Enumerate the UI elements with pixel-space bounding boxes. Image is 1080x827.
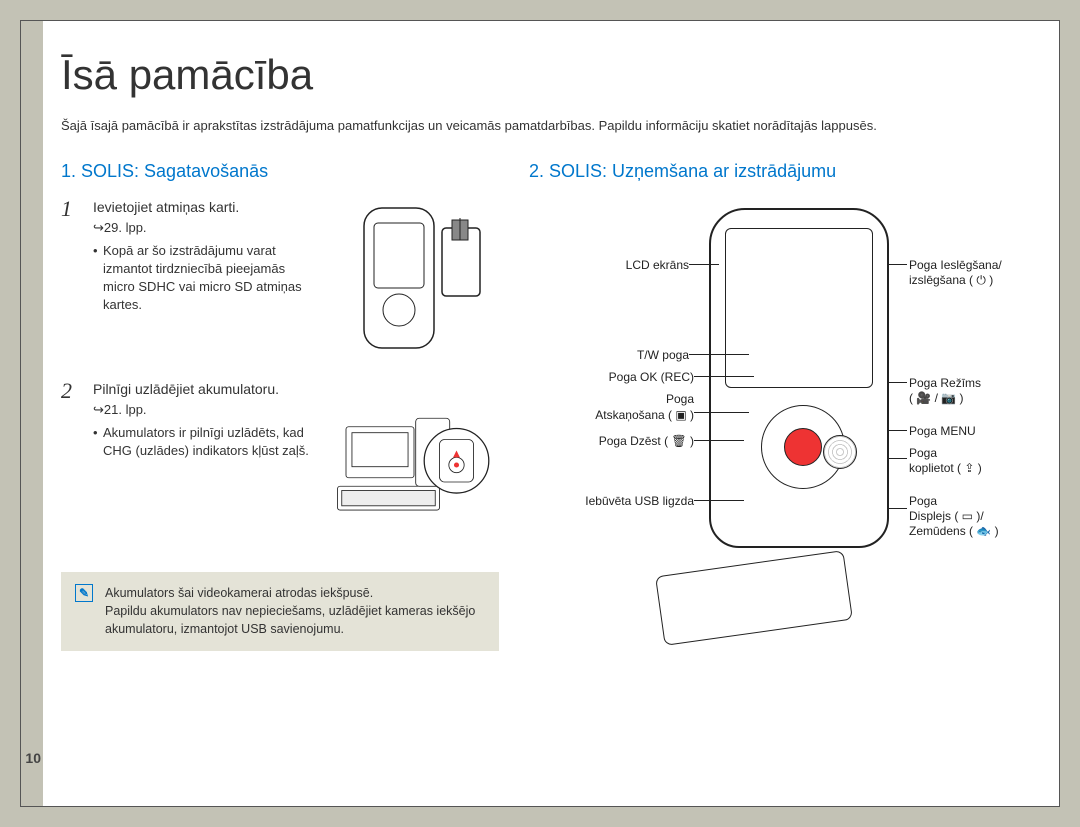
step1-item2: 2 Pilnīgi uzlādējiet akumulatoru. ↪21. l… — [61, 380, 499, 550]
leader — [694, 376, 754, 377]
leader — [694, 500, 744, 501]
step1-item1-illustration — [329, 198, 499, 358]
step1-item2-num: 2 — [61, 380, 81, 402]
step1-heading: 1. SOLIS: Sagatavošanās — [61, 161, 499, 182]
step1-item1-body: Ievietojiet atmiņas karti. ↪29. lpp. Kop… — [93, 198, 317, 314]
camera-diagram: LCD ekrāns T/W poga Poga OK (REC) Poga A… — [539, 198, 1019, 658]
label-mode: Poga Režīms ( 🎥 / 📷 ) — [909, 376, 981, 406]
page-subtitle: Šajā īsajā pamācībā ir aprakstītas izstr… — [61, 117, 1019, 135]
note-icon: ✎ — [75, 584, 93, 602]
leader — [889, 382, 907, 383]
label-power: Poga Ieslēgšana/ izslēgšana ( ⏻ ) — [909, 258, 1002, 288]
step1-item2-body: Pilnīgi uzlādējiet akumulatoru. ↪21. lpp… — [93, 380, 317, 460]
insert-card-icon — [334, 198, 494, 358]
step2-heading: 2. SOLIS: Uzņemšana ar izstrādājumu — [529, 161, 1019, 182]
leader — [889, 458, 907, 459]
step1-item1-sub: Kopā ar šo izstrādājumu varat izmantot t… — [93, 242, 317, 315]
leader — [889, 508, 907, 509]
leader — [689, 264, 719, 265]
camera-screen — [725, 228, 873, 388]
label-poga: Poga — [539, 392, 694, 407]
step1-item2-ref: ↪21. lpp. — [93, 402, 317, 418]
label-lcd: LCD ekrāns — [539, 258, 689, 273]
leader — [694, 412, 749, 413]
column-step2: 2. SOLIS: Uzņemšana ar izstrādājumu LCD … — [529, 161, 1019, 658]
label-usb: Iebūvēta USB ligzda — [539, 494, 694, 509]
notice-box: ✎ Akumulators šai videokamerai atrodas i… — [61, 572, 499, 650]
camera-rec-button — [784, 428, 822, 466]
step1-item1-text: Ievietojiet atmiņas karti. — [93, 198, 317, 218]
step1-item2-illustration — [329, 380, 499, 550]
camera-speaker — [823, 435, 857, 469]
step1-item1-num: 1 — [61, 198, 81, 220]
step1-item1-ref: ↪29. lpp. — [93, 220, 317, 236]
leader — [889, 430, 907, 431]
leader — [689, 354, 749, 355]
label-ok-rec: Poga OK (REC) — [539, 370, 694, 385]
charge-via-pc-icon — [329, 380, 499, 550]
step1-item1: 1 Ievietojiet atmiņas karti. ↪29. lpp. K… — [61, 198, 499, 358]
label-menu: Poga MENU — [909, 424, 976, 439]
label-playback: Atskaņošana ( ▣ ) — [539, 408, 694, 423]
page-title: Īsā pamācība — [61, 51, 1019, 99]
column-step1: 1. SOLIS: Sagatavošanās 1 Ievietojiet at… — [61, 161, 499, 658]
label-delete: Poga Dzēst ( 🗑 ) — [539, 434, 694, 449]
page-number: 10 — [0, 750, 41, 766]
leader — [889, 264, 907, 265]
usb-connector-illustration — [655, 550, 853, 646]
label-display: Poga Displejs ( ▭ )/ Zemūdens ( 🐟 ) — [909, 494, 999, 539]
camera-outline — [709, 208, 889, 548]
content-columns: 1. SOLIS: Sagatavošanās 1 Ievietojiet at… — [61, 161, 1019, 658]
step1-item2-text: Pilnīgi uzlādējiet akumulatoru. — [93, 380, 317, 400]
notice-text: Akumulators šai videokamerai atrodas iek… — [105, 584, 485, 638]
manual-page: Īsā pamācība Šajā īsajā pamācībā ir apra… — [20, 20, 1060, 807]
label-tw: T/W poga — [539, 348, 689, 363]
label-share: Poga koplietot ( ⇪ ) — [909, 446, 982, 476]
step1-item2-sub: Akumulators ir pilnīgi uzlādēts, kad CHG… — [93, 424, 317, 460]
leader — [694, 440, 744, 441]
